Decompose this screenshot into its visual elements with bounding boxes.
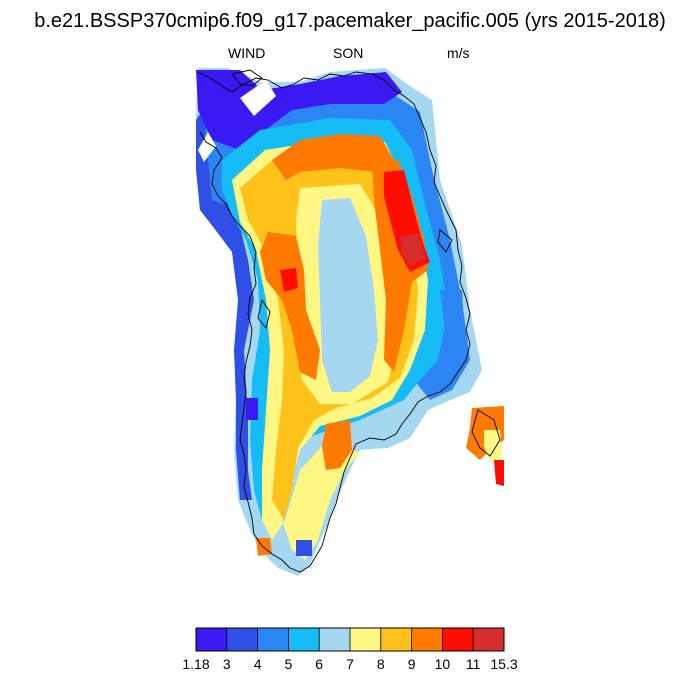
- colorbar-tick-label: 4: [254, 656, 262, 672]
- colorbar-tick-label: 7: [346, 656, 354, 672]
- coastline-island-east: [471, 409, 501, 457]
- colorbar-tick-label: 8: [377, 656, 385, 672]
- coastline-island-west: [257, 298, 271, 329]
- colorbar-swatch: [473, 628, 504, 651]
- field-west-patch-bin-2: [296, 540, 312, 556]
- wind-field-map: [196, 68, 504, 576]
- field-bin-8-west: [260, 232, 320, 380]
- colorbar-swatch: [350, 628, 381, 651]
- colorbar-swatch: [257, 628, 289, 651]
- coastline-main: [197, 71, 471, 573]
- colorbar-tick-label: 6: [315, 656, 323, 672]
- colorbar-tick-label: 1.18: [182, 656, 209, 672]
- colorbar-swatch: [196, 628, 227, 651]
- field-bin-10-core: [400, 234, 426, 266]
- colorbar-swatch: [226, 628, 258, 651]
- coastline-fjord-east: [437, 229, 453, 253]
- coastline-island-north: [231, 69, 263, 87]
- field-east-coast-bin-3: [440, 290, 464, 340]
- colorbar-swatch: [442, 628, 474, 651]
- colorbar-tick-label: 5: [285, 656, 293, 672]
- field-bin-1: [196, 70, 402, 150]
- colorbar-tick-label: 3: [223, 656, 231, 672]
- no-data-gap-north: [240, 80, 276, 116]
- colorbar-swatch: [411, 628, 443, 651]
- colorbar-swatch: [288, 628, 320, 651]
- colorbar-tick-label: 10: [435, 656, 451, 672]
- units-label: m/s: [447, 45, 470, 61]
- field-inner-calm-bin-5: [318, 198, 378, 392]
- field-west-patch-bin-1: [246, 398, 258, 420]
- field-bin-8-north: [272, 134, 394, 180]
- field-bin-8-south: [322, 420, 352, 470]
- variable-label: WIND: [228, 45, 266, 61]
- colorbar: 1.18 3 4 5 6 7 8 9 10 11 15.3: [182, 627, 518, 672]
- colorbar-tick-label: 9: [408, 656, 416, 672]
- colorbar-swatch: [319, 628, 350, 651]
- no-data-gap-northwest: [198, 132, 216, 162]
- field-bin-2: [196, 102, 254, 500]
- field-east-island-bin-9: [494, 460, 504, 486]
- colorbar-tick-label: 15.3: [490, 656, 517, 672]
- coastline-layer: [197, 69, 501, 573]
- colorbar-swatch: [380, 628, 412, 651]
- field-bin-9-west: [280, 268, 298, 292]
- field-east-island-bin-6: [484, 430, 502, 462]
- season-label: SON: [333, 45, 364, 61]
- colorbar-tick-label: 11: [466, 656, 481, 672]
- plot-title: b.e21.BSSP370cmip6.f09_g17.pacemaker_pac…: [34, 10, 666, 32]
